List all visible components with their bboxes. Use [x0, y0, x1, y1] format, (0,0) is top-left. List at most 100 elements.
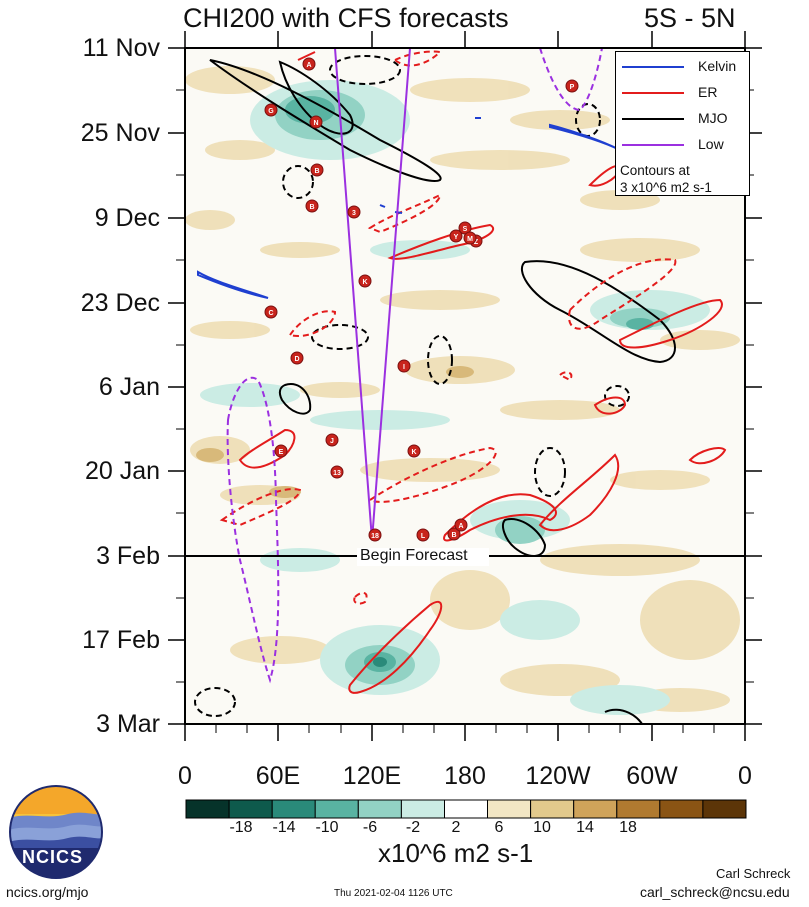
storm-marker: A — [302, 57, 316, 71]
legend-swatch — [622, 118, 684, 120]
storm-marker-label: K — [362, 279, 367, 286]
storm-marker: M — [463, 231, 477, 245]
storm-marker-circle — [347, 205, 361, 219]
storm-marker: 3 — [347, 205, 361, 219]
colorbar-swatch — [659, 799, 704, 819]
storm-marker: L — [416, 528, 430, 542]
legend-note: Contours at 3 x10^6 m2 s-1 — [620, 162, 712, 196]
y-tick-label: 20 Jan — [84, 457, 160, 485]
storm-marker: A — [454, 518, 468, 532]
storm-marker-label: 18 — [371, 533, 379, 540]
legend: Kelvin ER MJO Low Contours at 3 x10^6 m2… — [615, 51, 750, 196]
colorbar-label: -10 — [315, 819, 339, 836]
ncics-logo — [9, 785, 103, 879]
storm-marker-label: E — [279, 449, 284, 456]
storm-marker-circle — [310, 163, 324, 177]
legend-note-line2: 3 x10^6 m2 s-1 — [620, 180, 712, 195]
storm-marker-label: P — [570, 84, 575, 91]
x-tick-label: 120E — [342, 762, 402, 790]
legend-entry-kelvin: Kelvin — [616, 58, 749, 76]
y-tick-label: 17 Feb — [82, 626, 160, 654]
colorbar-label: 14 — [576, 819, 594, 836]
y-tick-label: 11 Nov — [82, 34, 160, 62]
x-tick-label: 60E — [255, 762, 301, 790]
storm-marker-circle — [325, 433, 339, 447]
storm-marker-label: N — [313, 120, 318, 127]
legend-label: ER — [698, 84, 718, 100]
storm-marker: B — [447, 527, 461, 541]
colorbar-label: 6 — [494, 819, 504, 836]
storm-marker: I — [397, 359, 411, 373]
storm-marker: G — [264, 103, 278, 117]
y-tick-label: 3 Feb — [96, 542, 160, 570]
storm-marker-label: G — [268, 108, 274, 115]
storm-marker-circle — [368, 528, 382, 542]
footer-timestamp: Thu 2021-02-04 1126 UTC — [334, 888, 453, 899]
footer-url[interactable]: ncics.org/mjo — [6, 884, 89, 900]
logo-text: NCICS — [22, 847, 84, 867]
storm-marker-label: 3 — [352, 210, 356, 217]
footer-email[interactable]: carl_schreck@ncsu.edu — [640, 884, 790, 900]
storm-marker: 18 — [368, 528, 382, 542]
storm-marker-circle — [309, 115, 323, 129]
storm-marker-label: D — [294, 356, 299, 363]
storm-marker-label: 13 — [333, 470, 341, 477]
colorbar-label: 18 — [619, 819, 637, 836]
x-tick-label: 0 — [738, 762, 752, 790]
storm-marker: C — [264, 305, 278, 319]
legend-label: Kelvin — [698, 58, 737, 74]
storm-marker-circle — [290, 351, 304, 365]
storm-marker-circle — [302, 57, 316, 71]
storm-marker-circle — [358, 274, 372, 288]
storm-marker-label: B — [309, 204, 314, 211]
chart-title: CHI200 with CFS forecasts — [183, 3, 509, 33]
colorbar — [185, 799, 747, 819]
storm-marker-circle — [416, 528, 430, 542]
storm-marker-label: L — [421, 533, 426, 540]
y-tick-label: 25 Nov — [80, 119, 160, 147]
legend-entry-er: ER — [616, 84, 749, 102]
storm-marker: 13 — [330, 465, 344, 479]
storm-marker-label: B — [451, 532, 456, 539]
colorbar-swatch — [444, 799, 489, 819]
y-tick-label: 23 Dec — [80, 289, 160, 317]
legend-note-line1: Contours at — [620, 163, 690, 178]
storm-marker-label: I — [403, 364, 405, 371]
x-tick-label: 180 — [444, 762, 486, 790]
colorbar-swatch — [228, 799, 273, 819]
colorbar-label: -18 — [229, 819, 253, 836]
colorbar-label: 2 — [451, 819, 461, 836]
legend-label: MJO — [698, 110, 728, 126]
storm-marker-label: S — [463, 226, 468, 233]
storm-marker: Y — [449, 229, 463, 243]
x-tick-label: 120W — [525, 762, 591, 790]
colorbar-swatch — [616, 799, 661, 819]
storm-marker: N — [309, 115, 323, 129]
storm-marker-circle — [407, 444, 421, 458]
begin-forecast-label: Begin Forecast — [360, 547, 468, 564]
legend-entry-mjo: MJO — [616, 110, 749, 128]
colorbar-label: -2 — [405, 819, 421, 836]
storm-marker: B — [305, 199, 319, 213]
legend-swatch — [622, 92, 684, 94]
storm-marker-label: Y — [454, 234, 459, 241]
storm-marker-circle — [454, 518, 468, 532]
storm-marker-circle — [264, 103, 278, 117]
storm-marker-label: J — [330, 438, 334, 445]
storm-marker: J — [325, 433, 339, 447]
storm-marker-circle — [264, 305, 278, 319]
lat-band-label: 5S - 5N — [644, 3, 736, 33]
legend-entry-low: Low — [616, 136, 749, 154]
storm-marker-label: Z — [474, 239, 479, 246]
legend-swatch — [622, 144, 684, 146]
storm-marker: K — [407, 444, 421, 458]
x-tick-label: 0 — [178, 762, 192, 790]
legend-label: Low — [698, 136, 724, 152]
colorbar-swatch — [702, 799, 747, 819]
colorbar-units: x10^6 m2 s-1 — [378, 838, 534, 868]
storm-marker: B — [310, 163, 324, 177]
colorbar-swatch — [271, 799, 316, 819]
colorbar-swatch — [400, 799, 445, 819]
footer-author: Carl Schreck — [716, 866, 791, 881]
